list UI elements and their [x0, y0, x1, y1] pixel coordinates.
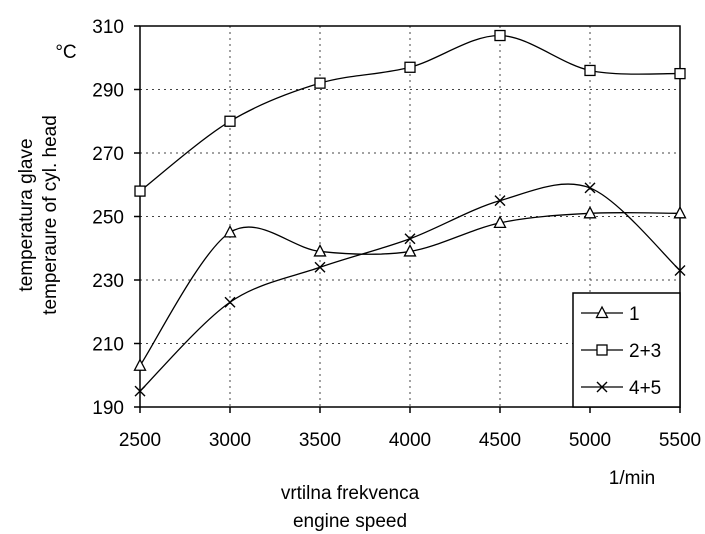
x-tick-label: 4500	[479, 430, 521, 451]
y-tick-label: 250	[92, 208, 124, 229]
x-tick-label: 4000	[389, 430, 431, 451]
y-tick-label: 190	[92, 398, 124, 419]
x-tick-label: 5500	[659, 430, 701, 451]
series-3-point	[674, 264, 686, 276]
x-axis-label-secondary: engine speed	[293, 511, 407, 532]
y-axis-unit: °C	[55, 42, 76, 63]
series-1-point	[403, 244, 417, 257]
series-1-point	[583, 205, 597, 219]
series-line-2	[139, 34, 681, 192]
x-tick-label: 5000	[569, 430, 611, 451]
legend-marker	[596, 344, 608, 356]
x-tick-label: 2500	[119, 430, 161, 451]
series-1-point	[133, 358, 147, 371]
legend-label: 2+3	[629, 341, 661, 362]
legend-label: 4+5	[629, 378, 661, 399]
y-tick-label: 270	[92, 144, 124, 165]
series-2-point	[674, 67, 686, 80]
y-axis-label-secondary: temperaure of cyl. head	[40, 115, 61, 315]
y-tick-label: 310	[92, 17, 124, 38]
y-tick-label: 230	[92, 271, 124, 292]
y-tick-label: 210	[92, 335, 124, 356]
series-3-point	[494, 195, 506, 207]
series-3-point	[134, 385, 146, 397]
series-2-point	[494, 29, 506, 42]
series-3-point	[584, 182, 596, 194]
series-2-point	[584, 64, 596, 77]
series-2-point	[404, 61, 416, 73]
x-tick-label: 3000	[209, 430, 251, 451]
y-tick-label: 290	[92, 81, 124, 102]
series-3-point	[224, 296, 236, 308]
x-axis-ticks: 2500 3000 3500 4000 4500 5000 5500	[119, 407, 701, 451]
series-1-point	[313, 244, 327, 257]
series-1-point	[223, 224, 237, 238]
x-tick-label: 3500	[299, 430, 341, 451]
x-axis-label: vrtilna frekvenca	[281, 483, 420, 504]
legend-marker	[596, 381, 608, 393]
series-2-point	[224, 115, 236, 127]
series-3-point	[314, 261, 326, 273]
series-2-point	[134, 185, 146, 197]
legend-marker	[595, 305, 609, 319]
series-2-point	[314, 77, 326, 89]
series-group	[133, 29, 687, 397]
legend: 1 2+3 4+5	[572, 292, 681, 408]
x-axis-unit: 1/min	[609, 468, 655, 489]
y-axis-ticks: 190 210 230 250 270 290 310	[92, 17, 140, 419]
legend-label: 1	[629, 304, 640, 325]
y-axis-label: temperatura glave	[16, 138, 37, 291]
series-1-point	[493, 215, 507, 229]
series-3-point	[404, 233, 416, 245]
series-1-point	[673, 205, 687, 219]
